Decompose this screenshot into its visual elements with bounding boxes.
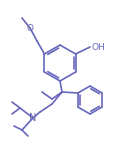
Text: O: O xyxy=(26,24,34,32)
Text: N: N xyxy=(29,113,37,123)
Text: OH: OH xyxy=(91,43,105,52)
